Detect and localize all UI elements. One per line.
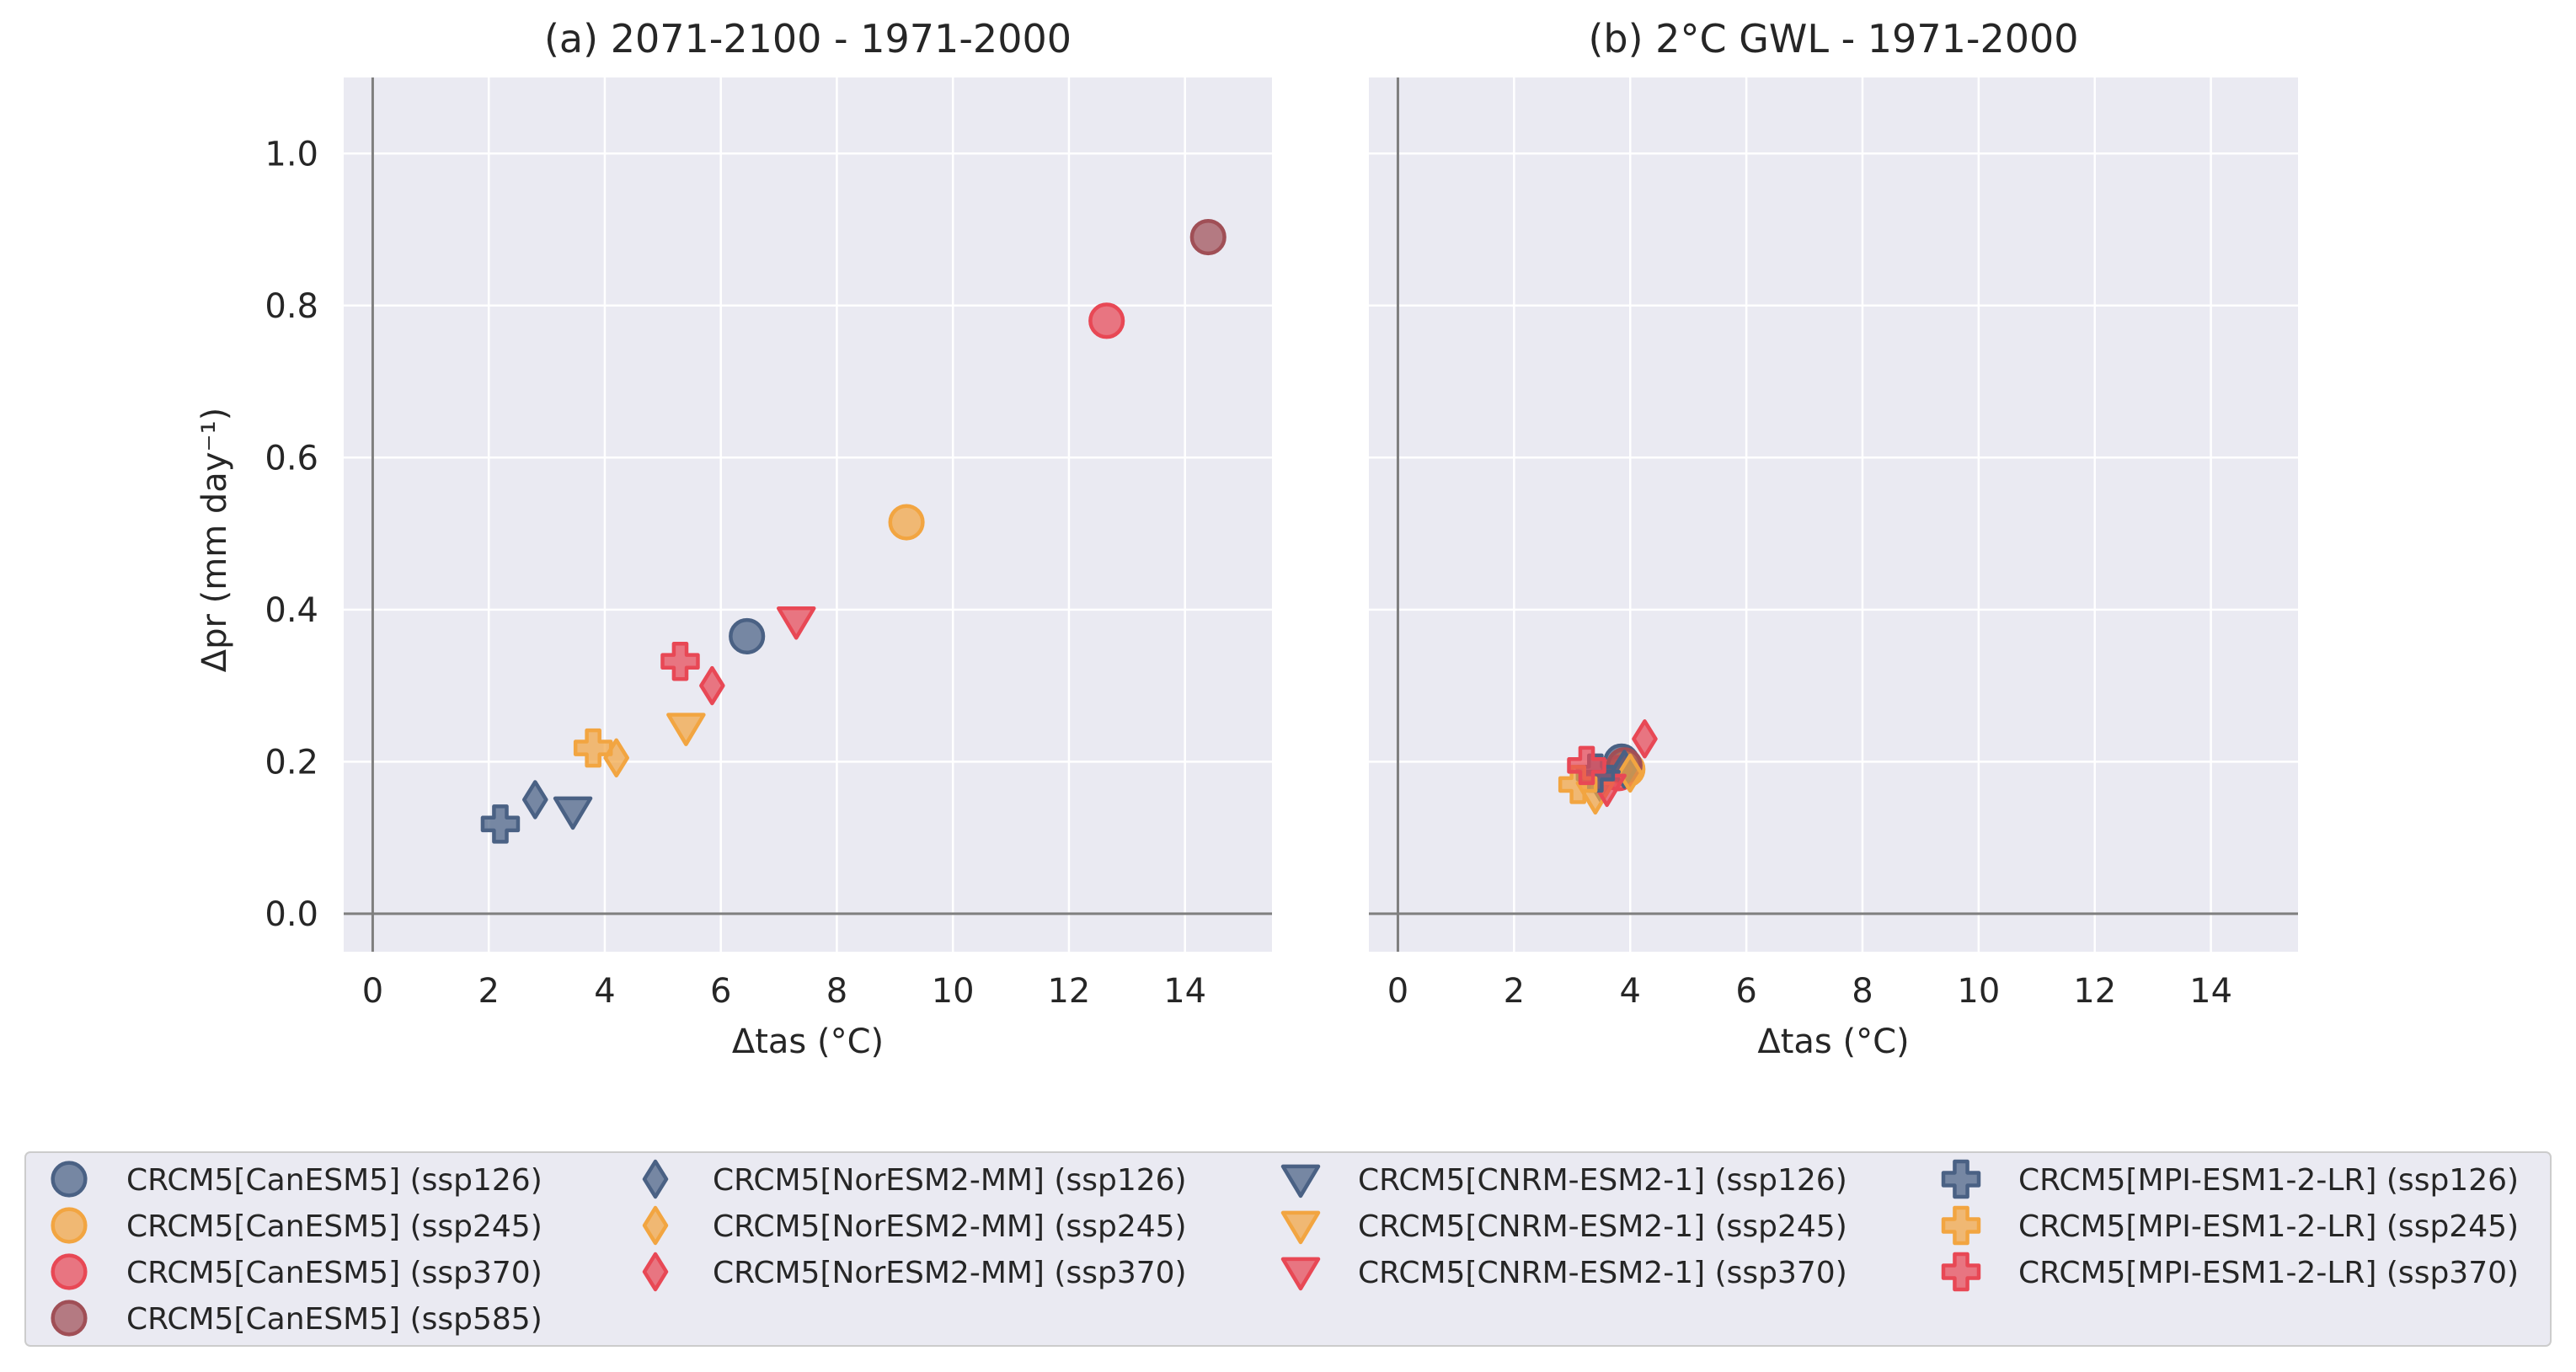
legend: CRCM5[CanESM5] (ssp126) CRCM5[CanESM5] (s… (24, 1151, 2552, 1347)
legend-label: CRCM5[MPI-ESM1-2-LR] (ssp245) (2018, 1209, 2519, 1244)
data-point-mpi-esm1-2-lr-ssp370 (1567, 745, 1606, 786)
legend-marker-mpi-esm1-2-lr-ssp126 (1941, 1159, 1981, 1199)
data-point-mpi-esm1-2-lr-ssp126 (480, 804, 521, 844)
panel-b: 0 2 4 6 8 10 12 14 (b) 2°C GWL - 1971-2000 Δtas (… (1369, 16, 2298, 1061)
legend-marker-cnrm-esm2-1-ssp126 (1280, 1164, 1321, 1198)
x-tick-label: 8 (826, 972, 847, 1011)
data-point-canesm5-ssp245 (888, 504, 925, 541)
y-tick-label: 0.0 (265, 895, 318, 934)
legend-marker-mpi-esm1-2-lr-ssp370 (1941, 1252, 1981, 1292)
x-axis-label: Δtas (°C) (1757, 1022, 1909, 1061)
x-axis-label: Δtas (°C) (732, 1022, 884, 1061)
chart-title: (a) 2071-2100 - 1971-2000 (544, 16, 1072, 61)
y-tick-label: 0.6 (265, 439, 318, 478)
legend-marker-canesm5-ssp370 (51, 1253, 88, 1290)
plot-area (1369, 77, 2298, 952)
legend-label: CRCM5[MPI-ESM1-2-LR] (ssp126) (2018, 1163, 2519, 1198)
legend-marker-canesm5-ssp245 (51, 1207, 88, 1244)
legend-label: CRCM5[NorESM2-MM] (ssp245) (713, 1209, 1187, 1244)
x-tick-label: 10 (1957, 972, 2000, 1011)
legend-marker-noresm2-mm-ssp370 (642, 1252, 669, 1292)
data-point-canesm5-ssp585 (1189, 218, 1227, 256)
data-point-noresm2-mm-ssp126 (522, 780, 548, 819)
legend-marker-cnrm-esm2-1-ssp370 (1280, 1257, 1321, 1291)
x-tick-label: 12 (1047, 972, 1090, 1011)
legend-label: CRCM5[CNRM-ESM2-1] (ssp370) (1358, 1256, 1847, 1290)
legend-label: CRCM5[NorESM2-MM] (ssp370) (713, 1256, 1187, 1290)
legend-label: CRCM5[CNRM-ESM2-1] (ssp126) (1358, 1163, 1847, 1198)
legend-marker-canesm5-ssp585 (51, 1300, 88, 1337)
x-tick-label: 10 (932, 972, 975, 1011)
data-point-canesm5-ssp370 (1088, 302, 1125, 339)
legend-label: CRCM5[NorESM2-MM] (ssp126) (713, 1163, 1187, 1198)
y-tick-label: 0.2 (265, 743, 318, 782)
x-tick-label: 12 (2073, 972, 2116, 1011)
x-tick-label: 0 (362, 972, 383, 1011)
data-point-noresm2-mm-ssp370 (699, 665, 725, 706)
x-tick-label: 6 (1735, 972, 1756, 1011)
legend-marker-cnrm-esm2-1-ssp245 (1280, 1210, 1321, 1245)
x-tick-label: 14 (2189, 972, 2232, 1011)
x-tick-label: 2 (1504, 972, 1525, 1011)
legend-box (24, 1151, 2552, 1347)
x-tick-label: 4 (594, 972, 615, 1011)
data-point-noresm2-mm-ssp245 (1617, 753, 1643, 793)
data-point-cnrm-esm2-1-ssp126 (553, 796, 593, 830)
y-tick-label: 1.0 (265, 135, 318, 174)
legend-marker-mpi-esm1-2-lr-ssp245 (1941, 1205, 1981, 1246)
panel-a: 0 2 4 6 8 10 12 14 0.0 0.2 0.4 0.6 0.8 1.0 (a) 2071-21… (195, 16, 1272, 1061)
x-tick-label: 0 (1387, 972, 1408, 1011)
data-point-cnrm-esm2-1-ssp245 (666, 713, 706, 746)
x-tick-label: 4 (1619, 972, 1640, 1011)
data-point-mpi-esm1-2-lr-ssp245 (573, 728, 613, 768)
x-tick-label: 6 (710, 972, 731, 1011)
legend-label: CRCM5[CNRM-ESM2-1] (ssp245) (1358, 1209, 1847, 1244)
legend-label: CRCM5[CanESM5] (ssp126) (126, 1163, 542, 1198)
y-tick-label: 0.8 (265, 287, 318, 326)
data-point-canesm5-ssp126 (729, 617, 766, 654)
x-tick-label: 14 (1163, 972, 1206, 1011)
legend-label: CRCM5[CanESM5] (ssp245) (126, 1209, 542, 1244)
y-tick-label: 0.4 (265, 591, 318, 630)
legend-label: CRCM5[CanESM5] (ssp370) (126, 1256, 542, 1290)
legend-marker-canesm5-ssp126 (51, 1161, 88, 1198)
chart-title: (b) 2°C GWL - 1971-2000 (1588, 16, 2078, 61)
data-point-cnrm-esm2-1-ssp370 (776, 606, 816, 640)
x-tick-label: 8 (1852, 972, 1873, 1011)
legend-marker-noresm2-mm-ssp245 (642, 1205, 669, 1246)
data-point-mpi-esm1-2-lr-ssp370 (660, 641, 700, 681)
legend-label: CRCM5[CanESM5] (ssp585) (126, 1302, 542, 1337)
x-tick-label: 2 (478, 972, 499, 1011)
legend-marker-noresm2-mm-ssp126 (642, 1159, 669, 1199)
data-point-noresm2-mm-ssp370 (1632, 719, 1658, 759)
legend-label: CRCM5[MPI-ESM1-2-LR] (ssp370) (2018, 1256, 2519, 1290)
y-axis-label: Δpr (mm day⁻¹) (195, 408, 234, 673)
